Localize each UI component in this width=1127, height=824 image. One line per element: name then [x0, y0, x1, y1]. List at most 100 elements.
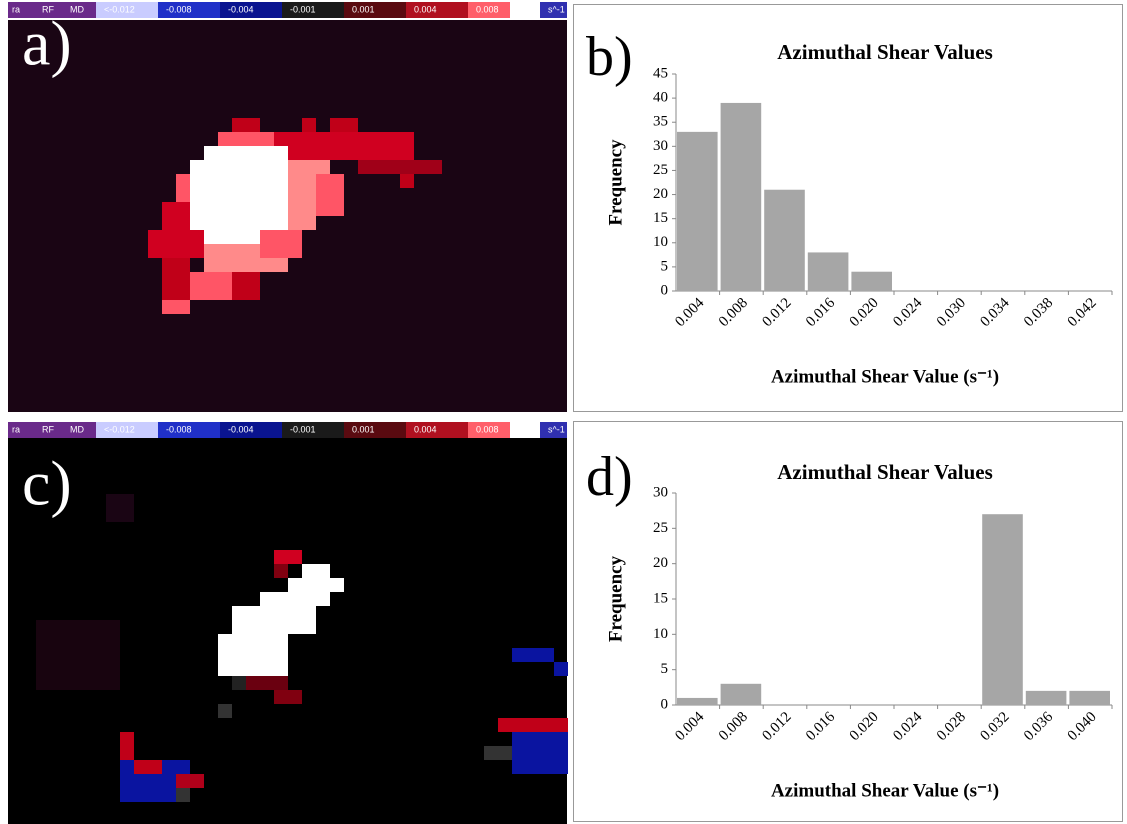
radar-pixel [204, 230, 260, 244]
y-tick-label: 10 [653, 234, 668, 250]
radar-pixel [106, 494, 134, 522]
y-tick-label: 5 [661, 661, 669, 677]
y-tick-label: 15 [653, 590, 668, 606]
x-tick-label: 0.016 [803, 295, 839, 331]
y-tick-label: 5 [661, 258, 669, 274]
colorbar-white [510, 2, 540, 18]
x-tick-label: 0.024 [890, 295, 926, 331]
radar-pixel [204, 146, 288, 160]
x-tick-label: 0.030 [934, 295, 969, 330]
radar-pixel [288, 578, 344, 592]
x-tick-label: 0.004 [672, 295, 708, 331]
y-tick-label: 0 [661, 282, 669, 298]
x-tick-label: 0.012 [759, 295, 794, 330]
bar [677, 132, 718, 291]
x-tick-label: 0.042 [1065, 295, 1100, 330]
radar-pixel [162, 258, 190, 300]
y-tick-label: 25 [653, 520, 668, 536]
x-tick-label: 0.038 [1021, 295, 1056, 330]
chart-title: Azimuthal Shear Values [777, 460, 993, 484]
colorbar-label: 0.008 [476, 4, 499, 14]
colorbar-label: MD [70, 424, 84, 434]
radar-pixel [246, 676, 288, 690]
x-tick-label: 0.016 [803, 709, 839, 745]
radar-pixel [232, 118, 260, 132]
radar-pixel [36, 620, 120, 690]
bar [677, 698, 718, 705]
colorbar-label: 0.004 [414, 4, 437, 14]
colorbar-label: 0.001 [352, 424, 375, 434]
radar-pixel [232, 676, 246, 690]
x-tick-label: 0.004 [672, 709, 708, 745]
bar [721, 103, 762, 291]
colorbar-label: -0.001 [290, 424, 316, 434]
colorbar-label: -0.004 [228, 4, 254, 14]
x-tick-label: 0.036 [1021, 709, 1057, 745]
radar-pixel [176, 788, 190, 802]
y-tick-label: 10 [653, 626, 668, 642]
radar-pixel [232, 606, 316, 634]
colorbar-label: 0.004 [414, 424, 437, 434]
radar-pixel [190, 202, 288, 230]
y-tick-label: 35 [653, 114, 668, 130]
bar [1069, 691, 1110, 705]
radar-pixel [190, 272, 232, 300]
x-tick-label: 0.008 [716, 295, 751, 330]
radar-pixel [400, 174, 414, 188]
radar-pixel [218, 704, 232, 718]
radar-pixel [162, 202, 190, 230]
radar-pixel [134, 760, 162, 774]
y-axis-label: Frequency [605, 139, 626, 226]
y-tick-label: 30 [653, 484, 668, 500]
colorbar-label: -0.008 [166, 424, 192, 434]
bar [764, 190, 805, 291]
colorbar-label: -0.001 [290, 4, 316, 14]
colorbar-label: s^-1 [548, 424, 565, 434]
x-tick-label: 0.028 [934, 709, 969, 744]
panel-label: a) [22, 8, 72, 79]
colorbar-label: RF [42, 424, 54, 434]
radar-pixel [302, 118, 316, 132]
radar-pixel [190, 160, 288, 202]
radar-pixel [498, 718, 568, 732]
colorbar-label: <-0.012 [104, 4, 135, 14]
bar [808, 252, 849, 291]
bar [982, 514, 1023, 705]
bar [851, 272, 892, 291]
y-tick-label: 0 [661, 696, 669, 712]
radar-pixel [274, 690, 302, 704]
radar-pixel [120, 732, 134, 760]
x-axis-label: Azimuthal Shear Value (s⁻¹) [771, 366, 999, 387]
colorbar-label: ra [12, 424, 20, 434]
y-tick-label: 15 [653, 210, 668, 226]
y-tick-label: 20 [653, 555, 668, 571]
y-tick-label: 20 [653, 186, 668, 202]
radar-pixel [288, 188, 316, 230]
x-axis-label: Azimuthal Shear Value (s⁻¹) [771, 780, 999, 801]
radar-pixel [162, 300, 190, 314]
x-tick-label: 0.034 [977, 295, 1013, 331]
radar-pixel [316, 174, 344, 216]
panel-label: d) [586, 446, 633, 508]
colorbar-label: -0.004 [228, 424, 254, 434]
x-tick-label: 0.008 [716, 709, 751, 744]
x-tick-label: 0.012 [759, 709, 794, 744]
y-tick-label: 40 [653, 90, 668, 106]
radar-pixel [274, 550, 302, 564]
radar-pixel [512, 732, 568, 774]
colorbar-label: -0.008 [166, 4, 192, 14]
colorbar-white [510, 422, 540, 438]
colorbar-label: ra [12, 4, 20, 14]
panel-label: b) [586, 26, 633, 88]
radar-pixel [330, 118, 358, 132]
x-tick-label: 0.032 [977, 709, 1012, 744]
y-tick-label: 30 [653, 138, 668, 154]
bar [721, 684, 762, 705]
radar-pixel [302, 564, 330, 578]
radar-pixel [274, 564, 288, 578]
radar-pixel [358, 160, 442, 174]
colorbar-label: 0.001 [352, 4, 375, 14]
panel-label: c) [22, 448, 72, 519]
radar-pixel [176, 774, 204, 788]
radar-pixel [484, 746, 512, 760]
